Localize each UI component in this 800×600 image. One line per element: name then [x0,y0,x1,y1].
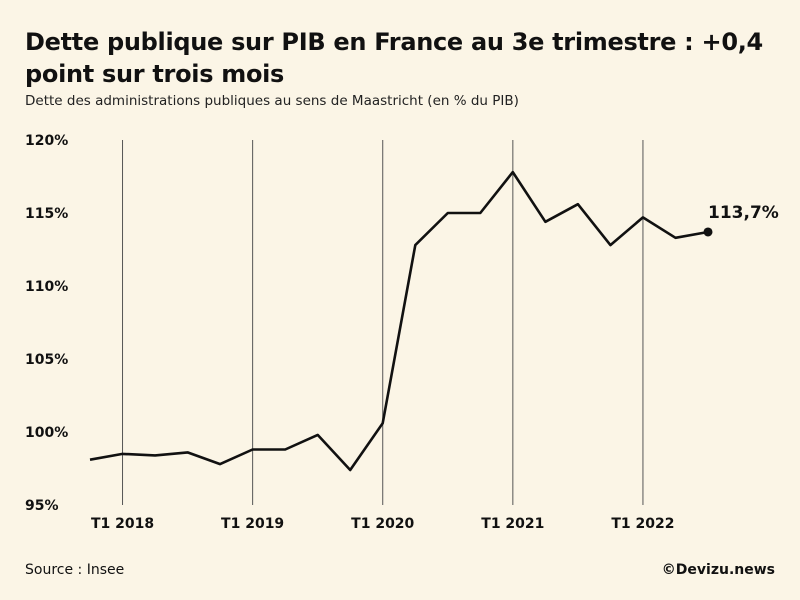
chart-title: Dette publique sur PIB en France au 3e t… [25,28,763,88]
y-tick-label: 115% [25,206,68,222]
data-point [316,433,320,437]
data-points [88,170,710,472]
last-value-label: 113,7% [708,203,779,223]
data-point [608,243,612,247]
x-tick-label: T1 2022 [611,516,674,532]
x-tick-label: T1 2020 [351,516,414,532]
data-point [543,220,547,224]
data-point [511,170,515,174]
y-tick-label: 100% [25,425,68,441]
brand-credit: ©Devizu.news [661,562,775,578]
y-tick-label: 110% [25,279,68,295]
y-tick-label: 95% [25,498,59,514]
data-point [186,450,190,454]
data-point [283,448,287,452]
data-point [153,453,157,457]
x-axis-ticks: T1 2018 T1 2019 T1 2020 T1 2021 T1 2022 [91,516,675,532]
x-tick-label: T1 2018 [91,516,154,532]
y-axis-ticks: 95% 100% 105% 110% 115% 120% [25,133,68,514]
data-point [576,202,580,206]
data-point [446,211,450,215]
last-point-marker [703,227,713,237]
source-note: Source : Insee [25,562,125,578]
data-point [413,243,417,247]
data-point [121,452,125,456]
x-tick-label: T1 2021 [481,516,544,532]
data-point [218,462,222,466]
series-line [89,170,709,472]
data-point [251,448,255,452]
data-point [478,211,482,215]
data-point [381,421,385,425]
data-point [641,215,645,219]
chart-subtitle: Dette des administrations publiques au s… [25,93,519,109]
data-point [88,458,92,462]
data-point [673,236,677,240]
vertical-gridlines [122,140,644,505]
x-tick-label: T1 2019 [221,516,284,532]
y-tick-label: 105% [25,352,68,368]
data-point [348,468,352,472]
y-tick-label: 120% [25,133,68,149]
